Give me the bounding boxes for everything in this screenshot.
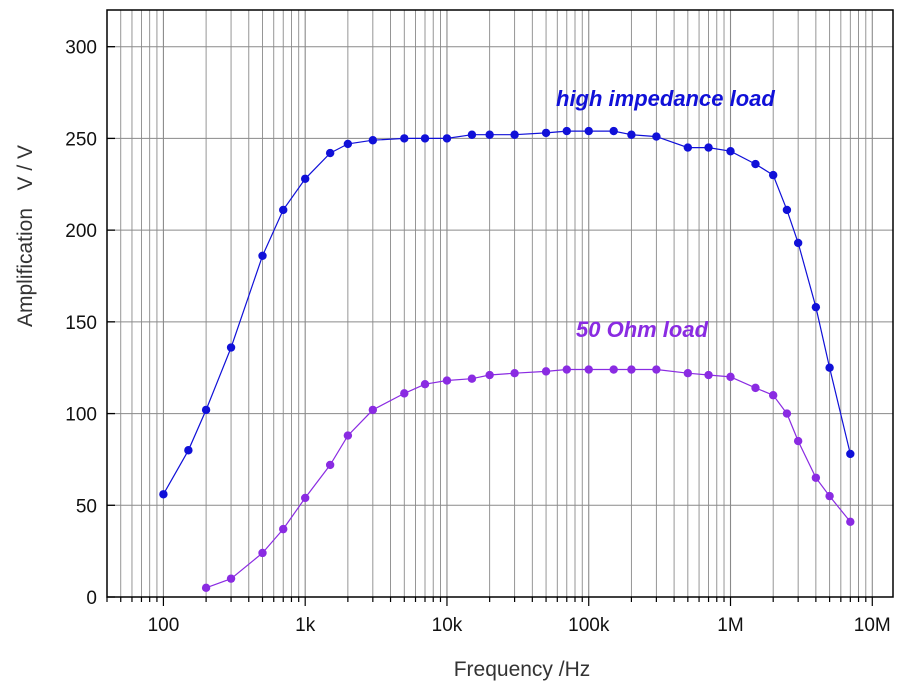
y-tick-label: 0 — [86, 588, 97, 609]
x-tick-label: 100k — [568, 615, 610, 636]
y-tick-label: 250 — [65, 129, 97, 150]
data-point — [683, 143, 693, 152]
data-point — [258, 548, 267, 558]
data-point — [652, 365, 661, 374]
data-point — [609, 365, 618, 374]
data-point — [467, 130, 477, 139]
y-tick-label: 50 — [76, 496, 97, 517]
series-label-50-ohm: 50 Ohm load — [576, 317, 709, 342]
y-tick-label: 200 — [65, 221, 97, 242]
data-point — [400, 134, 409, 143]
data-point — [811, 302, 821, 312]
data-point — [325, 460, 335, 470]
data-point — [704, 143, 713, 152]
x-tick-label: 10k — [432, 615, 463, 636]
data-point — [846, 517, 855, 526]
x-tick-label: 1k — [295, 615, 316, 636]
data-point — [768, 391, 778, 400]
data-point — [510, 130, 519, 139]
data-point — [226, 574, 236, 583]
data-point — [751, 383, 760, 393]
data-point — [793, 436, 803, 446]
data-point — [793, 238, 803, 248]
y-tick-label: 100 — [65, 405, 97, 426]
data-point — [300, 174, 310, 183]
y-axis-title: Amplification V / V — [14, 145, 37, 327]
data-point — [751, 159, 760, 169]
data-point — [485, 130, 494, 139]
x-axis-title: Frequency /Hz — [454, 658, 591, 681]
data-point — [420, 380, 430, 389]
data-point — [704, 370, 713, 380]
data-point — [726, 372, 735, 382]
series-label-high-impedance: high impedance load — [556, 86, 775, 111]
x-tick-label: 100 — [148, 615, 180, 636]
data-point — [726, 147, 735, 156]
grid-lines — [106, 10, 893, 597]
data-point — [442, 134, 452, 143]
data-point — [811, 473, 821, 482]
data-point — [541, 367, 551, 376]
data-point — [485, 370, 494, 380]
data-point — [825, 363, 834, 372]
data-point — [510, 369, 519, 378]
axis-ticks: 0 50 100 150 200 250 300 100 1k 10k 100k 1M 10M — [65, 38, 890, 636]
data-point — [562, 126, 571, 136]
data-point — [584, 365, 593, 374]
data-point — [683, 369, 693, 378]
data-point — [201, 583, 211, 593]
x-tick-label: 10M — [854, 615, 891, 636]
data-point — [768, 170, 778, 180]
data-point — [541, 128, 551, 138]
data-point — [825, 491, 834, 501]
data-point — [846, 449, 855, 459]
data-point — [420, 134, 430, 143]
data-point — [343, 139, 353, 149]
data-point — [782, 409, 792, 418]
data-point — [159, 490, 168, 499]
data-point — [343, 431, 353, 440]
y-tick-label: 150 — [65, 313, 97, 334]
data-point — [184, 446, 193, 455]
series-line-1 — [205, 368, 851, 589]
data-point — [279, 524, 288, 534]
data-point — [226, 343, 236, 352]
series-layer — [159, 126, 855, 593]
series-line-0 — [162, 130, 851, 495]
data-point — [279, 205, 288, 215]
data-point — [442, 376, 452, 385]
data-point — [368, 405, 378, 415]
data-point — [584, 126, 593, 136]
y-tick-label: 300 — [65, 38, 97, 59]
data-point — [300, 493, 310, 503]
data-point — [652, 132, 661, 141]
data-point — [325, 148, 335, 158]
data-point — [201, 405, 211, 415]
plot-frame — [106, 9, 894, 598]
data-point — [467, 374, 477, 383]
data-point — [562, 365, 571, 374]
data-point — [782, 205, 792, 215]
data-point — [368, 136, 378, 145]
data-point — [627, 365, 636, 374]
x-tick-label: 1M — [717, 615, 743, 636]
data-point — [627, 130, 636, 139]
data-point — [609, 126, 618, 136]
data-point — [400, 389, 409, 398]
data-point — [258, 251, 267, 261]
